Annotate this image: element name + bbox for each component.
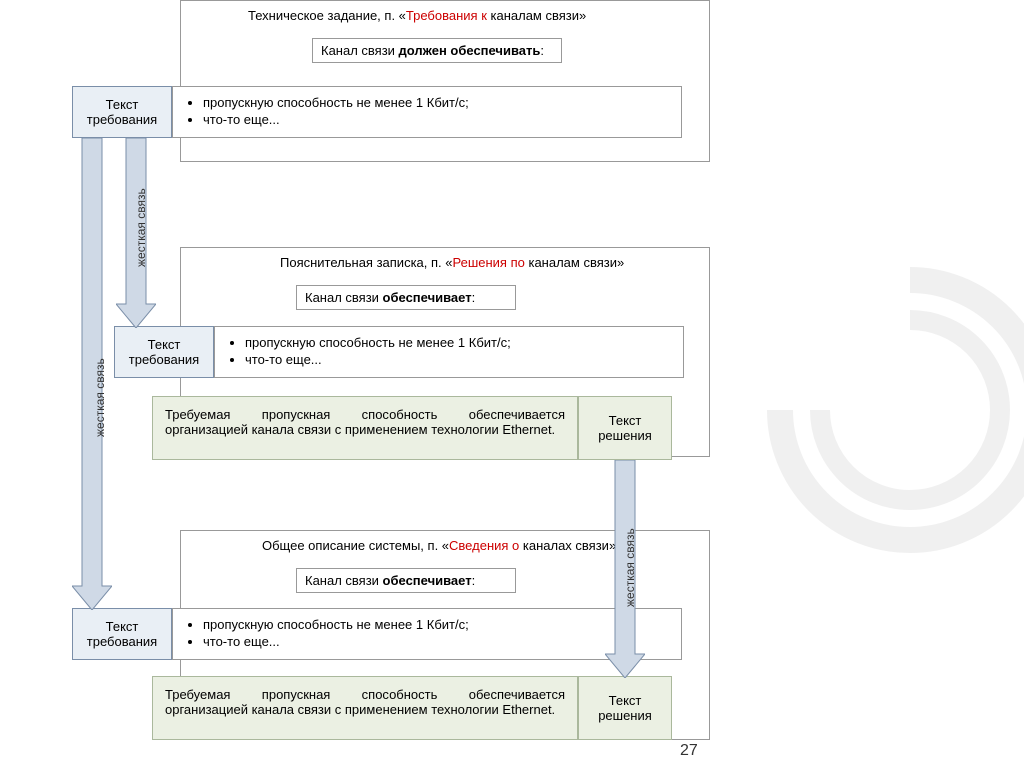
section1-subheader: Канал связи должен обеспечивать: — [312, 38, 562, 63]
section1-bullets: пропускную способность не менее 1 Кбит/с… — [183, 95, 671, 127]
arrow-s1-s2-label: жесткая связь — [134, 177, 148, 267]
section3-req-label: Текст требования — [72, 608, 172, 660]
section1-req-label: Текст требования — [72, 86, 172, 138]
section2-title: Пояснительная записка, п. «Решения по ка… — [280, 255, 730, 270]
section2-req-content: пропускную способность не менее 1 Кбит/с… — [214, 326, 684, 378]
section2-solution-label: Текст решения — [578, 396, 672, 460]
section3-subheader: Канал связи обеспечивает: — [296, 568, 516, 593]
section3-bullets: пропускную способность не менее 1 Кбит/с… — [183, 617, 671, 649]
arrow-s1-s3-label: жесткая связь — [93, 337, 107, 437]
section3-solution-content: Требуемая пропускная способность обеспеч… — [152, 676, 578, 740]
section2-subheader: Канал связи обеспечивает: — [296, 285, 516, 310]
arrow-s2sol-s3sol-label: жесткая связь — [623, 517, 637, 607]
section2-bullets: пропускную способность не менее 1 Кбит/с… — [225, 335, 673, 367]
diagram-canvas: Техническое задание, п. «Требования к ка… — [0, 0, 1024, 767]
background-swirl — [760, 260, 1024, 560]
section2-req-label: Текст требования — [114, 326, 214, 378]
section1-title: Техническое задание, п. «Требования к ка… — [248, 8, 698, 23]
section2-solution-content: Требуемая пропускная способность обеспеч… — [152, 396, 578, 460]
section3-solution-label: Текст решения — [578, 676, 672, 740]
section1-req-content: пропускную способность не менее 1 Кбит/с… — [172, 86, 682, 138]
page-number: 27 — [680, 742, 698, 760]
